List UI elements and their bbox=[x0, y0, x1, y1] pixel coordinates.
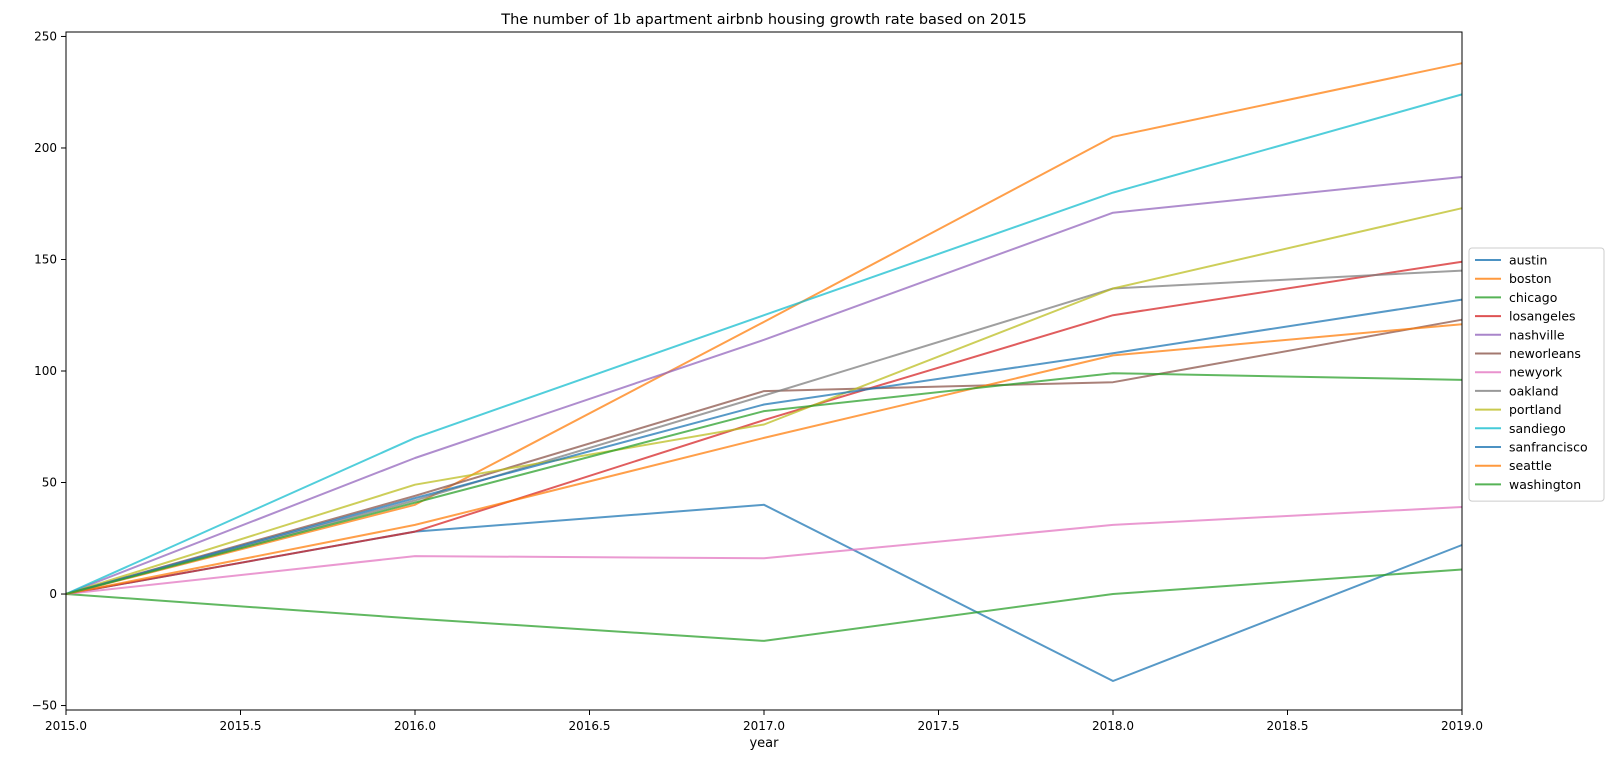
legend-box bbox=[1468, 247, 1605, 502]
legend-label-austin: austin bbox=[1509, 253, 1547, 268]
legend-label-sanfrancisco: sanfrancisco bbox=[1509, 440, 1588, 455]
series-line-losangeles bbox=[65, 260, 1463, 595]
x-tick-label: 2019.0 bbox=[1441, 719, 1483, 733]
legend-label-sandiego: sandiego bbox=[1509, 421, 1566, 436]
legend-label-neworleans: neworleans bbox=[1509, 346, 1581, 361]
y-tick-label: 250 bbox=[34, 29, 57, 43]
y-tick-label: 50 bbox=[42, 476, 57, 490]
legend-label-newyork: newyork bbox=[1509, 365, 1563, 380]
series-line-neworleans bbox=[65, 318, 1463, 595]
legend-label-washington: washington bbox=[1509, 477, 1581, 492]
y-tick-label: 150 bbox=[34, 252, 57, 266]
x-tick-label: 2015.0 bbox=[45, 719, 87, 733]
y-tick-label: −50 bbox=[32, 699, 57, 713]
series-line-austin bbox=[65, 503, 1463, 682]
x-tick-label: 2017.5 bbox=[918, 719, 960, 733]
x-axis-label: year bbox=[749, 736, 779, 751]
series-line-sanfrancisco bbox=[65, 298, 1463, 595]
series-line-chicago bbox=[65, 568, 1463, 642]
series-line-oakland bbox=[65, 269, 1463, 595]
x-tick-label: 2016.5 bbox=[569, 719, 611, 733]
legend-label-boston: boston bbox=[1509, 271, 1552, 286]
y-axis: −50 0 50 100 150 200 250 bbox=[32, 29, 66, 713]
x-axis: 2015.0 2015.5 2016.0 2016.5 2017.0 2017.5 2018… bbox=[45, 710, 1483, 733]
series-line-nashville bbox=[65, 176, 1463, 595]
series-line-boston bbox=[65, 62, 1463, 595]
y-tick-label: 200 bbox=[34, 141, 57, 155]
series-line-washington bbox=[65, 372, 1463, 595]
y-tick-label: 0 bbox=[49, 587, 57, 601]
x-tick-label: 2018.0 bbox=[1092, 719, 1134, 733]
legend: austin boston chicago losangeles nashville ne… bbox=[1468, 247, 1605, 502]
legend-label-oakland: oakland bbox=[1509, 383, 1559, 398]
chart-title: The number of 1b apartment airbnb housin… bbox=[500, 12, 1027, 28]
series-lines bbox=[65, 62, 1463, 682]
y-tick-label: 100 bbox=[34, 364, 57, 378]
legend-label-losangeles: losangeles bbox=[1509, 309, 1576, 324]
series-line-portland bbox=[65, 207, 1463, 595]
legend-label-chicago: chicago bbox=[1509, 290, 1557, 305]
series-line-newyork bbox=[65, 506, 1463, 595]
legend-label-nashville: nashville bbox=[1509, 327, 1565, 342]
x-tick-label: 2017.0 bbox=[743, 719, 785, 733]
x-tick-label: 2018.5 bbox=[1267, 719, 1309, 733]
series-line-sandiego bbox=[65, 93, 1463, 595]
series-line-seattle bbox=[65, 323, 1463, 595]
legend-label-portland: portland bbox=[1509, 402, 1562, 417]
legend-label-seattle: seattle bbox=[1509, 458, 1552, 473]
x-tick-label: 2015.5 bbox=[220, 719, 262, 733]
x-tick-label: 2016.0 bbox=[394, 719, 436, 733]
